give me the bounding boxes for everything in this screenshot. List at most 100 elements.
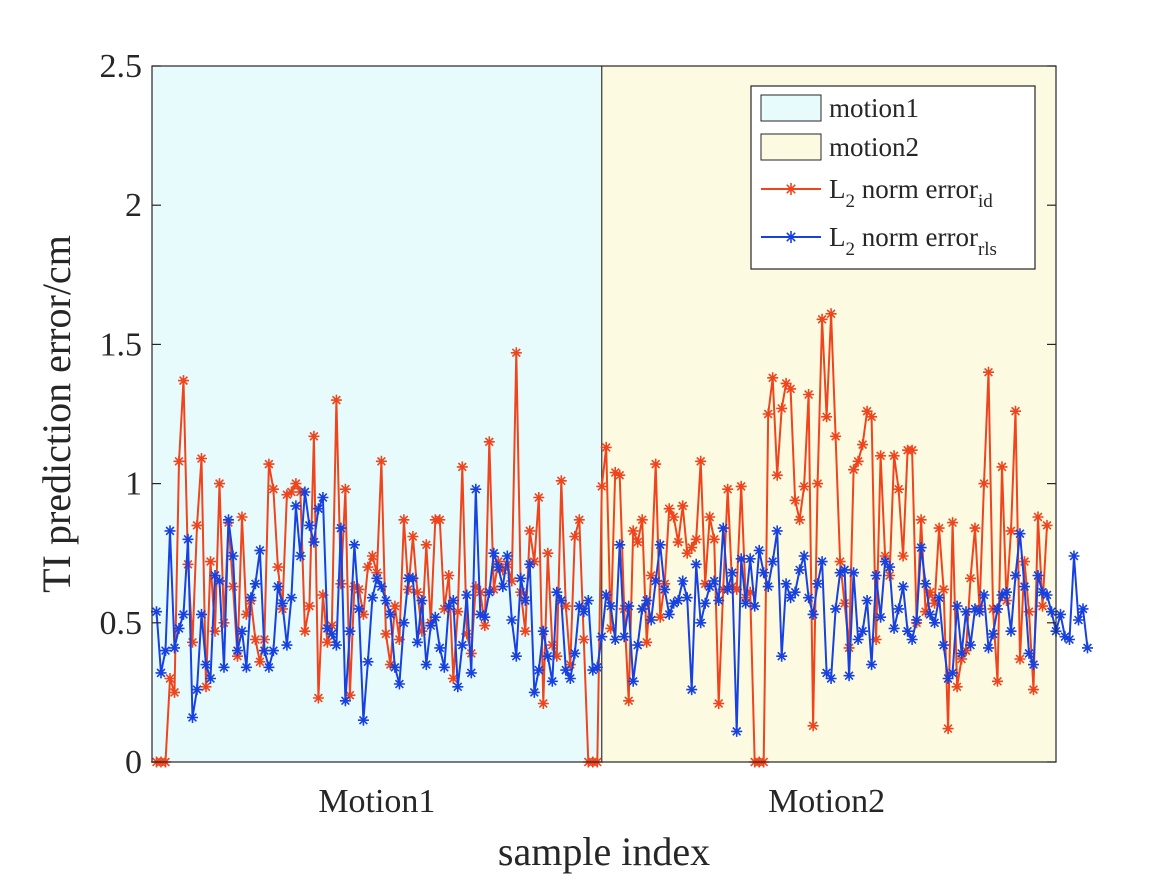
data-point xyxy=(713,595,725,606)
data-point xyxy=(942,723,954,735)
data-point xyxy=(951,600,963,612)
data-point xyxy=(312,692,324,704)
data-point xyxy=(339,483,351,495)
legend-marker xyxy=(785,183,797,195)
data-point xyxy=(789,494,801,506)
legend-label: L2 norm errorrls xyxy=(829,222,997,260)
data-point xyxy=(839,597,851,609)
data-point xyxy=(866,659,878,671)
data-point xyxy=(483,586,495,598)
data-point xyxy=(825,673,837,684)
data-point xyxy=(281,489,293,501)
data-point xyxy=(645,614,657,626)
data-point xyxy=(947,517,959,529)
data-point xyxy=(1010,405,1021,417)
data-point xyxy=(888,622,900,634)
data-point xyxy=(821,411,833,423)
data-point xyxy=(654,539,666,551)
data-point xyxy=(857,439,869,451)
data-point xyxy=(641,636,653,648)
data-point xyxy=(483,436,495,448)
data-point xyxy=(785,592,797,604)
data-point xyxy=(618,603,630,615)
data-point xyxy=(978,589,990,601)
data-point xyxy=(214,478,225,490)
data-point xyxy=(623,600,635,612)
data-point xyxy=(776,402,788,414)
data-point xyxy=(587,664,599,676)
data-point xyxy=(758,567,770,579)
data-point xyxy=(285,592,297,604)
data-point xyxy=(690,558,702,570)
data-point xyxy=(906,634,918,645)
data-point xyxy=(915,542,927,554)
data-point xyxy=(393,678,405,690)
data-point xyxy=(1041,589,1053,601)
data-point xyxy=(411,586,423,598)
data-point xyxy=(501,550,513,562)
data-point xyxy=(308,430,320,442)
data-point xyxy=(303,519,315,531)
region-motion1 xyxy=(152,66,602,762)
data-point xyxy=(232,645,243,657)
data-point xyxy=(983,366,994,378)
data-point xyxy=(686,542,698,554)
data-point xyxy=(353,603,365,615)
data-point xyxy=(821,667,833,679)
data-point xyxy=(600,589,612,601)
data-point xyxy=(330,639,342,651)
data-point xyxy=(573,600,585,612)
data-point xyxy=(497,564,509,576)
data-point xyxy=(740,597,752,609)
data-point xyxy=(506,575,518,587)
data-point xyxy=(924,608,936,620)
data-point xyxy=(452,606,464,618)
data-point xyxy=(420,539,432,551)
y-tick-label: 2 xyxy=(125,187,142,224)
data-point xyxy=(1073,614,1084,626)
data-point xyxy=(771,525,783,537)
data-point xyxy=(465,667,477,679)
data-point xyxy=(1001,586,1012,598)
data-point xyxy=(245,592,257,604)
data-point xyxy=(362,656,374,668)
data-point xyxy=(479,611,491,623)
data-point xyxy=(254,656,266,668)
data-point xyxy=(267,645,279,657)
data-point xyxy=(807,720,819,732)
data-point xyxy=(1041,519,1053,531)
data-point xyxy=(780,377,792,389)
data-point xyxy=(1032,511,1044,523)
data-point xyxy=(380,628,392,640)
data-point xyxy=(708,575,720,587)
data-point xyxy=(537,625,549,637)
data-point xyxy=(200,681,212,693)
data-point xyxy=(227,581,239,593)
data-point xyxy=(326,628,338,640)
data-point xyxy=(830,603,842,615)
data-point xyxy=(542,650,554,662)
data-point xyxy=(609,467,621,478)
data-point xyxy=(375,581,387,593)
data-point xyxy=(515,572,527,584)
data-point xyxy=(420,659,432,671)
data-point xyxy=(267,483,279,495)
data-point xyxy=(456,639,468,651)
data-point xyxy=(749,600,761,612)
data-point xyxy=(447,595,459,606)
data-point xyxy=(969,603,981,615)
data-point xyxy=(915,514,927,526)
data-point xyxy=(416,595,428,606)
legend-entry-1: motion1 xyxy=(760,93,919,123)
data-point xyxy=(151,606,162,618)
data-point xyxy=(294,550,306,562)
data-point xyxy=(888,450,900,462)
data-point xyxy=(389,661,401,673)
data-point xyxy=(380,595,392,606)
data-point xyxy=(812,478,824,490)
data-point xyxy=(704,511,716,523)
data-point xyxy=(938,639,950,651)
data-point xyxy=(357,714,369,726)
data-point xyxy=(205,556,216,568)
